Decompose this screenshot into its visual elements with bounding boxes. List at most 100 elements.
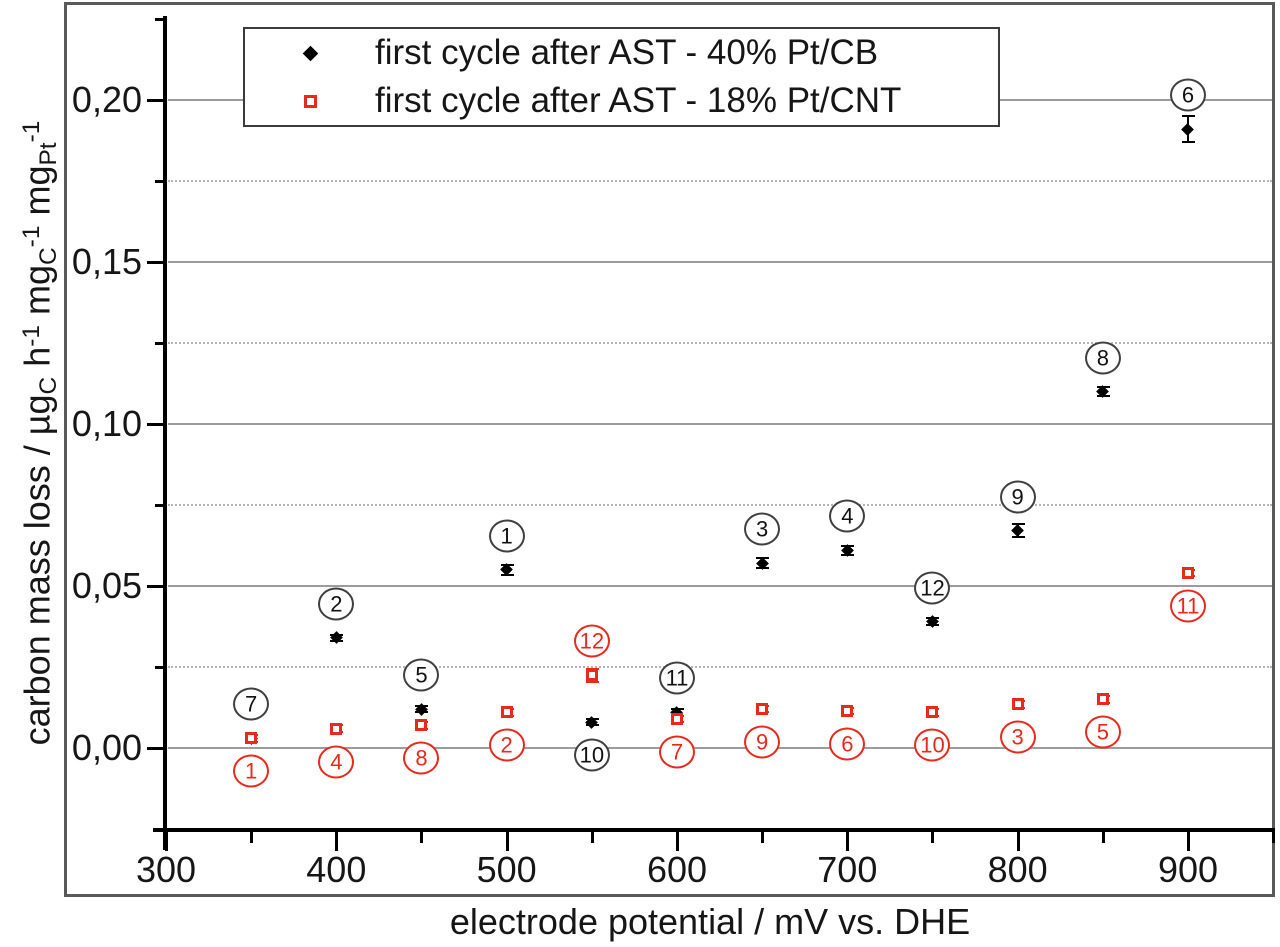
minor-gridline [168, 342, 1272, 344]
y-minor-tick [155, 18, 166, 21]
x-major-tick [1016, 831, 1020, 851]
data-point-square [670, 712, 683, 725]
x-minor-tick [420, 831, 424, 843]
data-point-square [926, 706, 939, 719]
point-number-annotation: 9 [999, 480, 1036, 514]
data-point-square [330, 722, 343, 735]
data-point-diamond [1181, 122, 1195, 136]
major-gridline [168, 585, 1272, 587]
x-axis-line [153, 828, 1275, 832]
x-tick-label: 300 [135, 849, 197, 890]
x-tick-label: 500 [476, 849, 537, 890]
x-tick-label: 800 [987, 849, 1048, 890]
x-tick-label: 400 [306, 849, 367, 890]
x-major-tick [675, 831, 679, 851]
error-bar-cap [585, 680, 599, 683]
y-major-tick [147, 747, 166, 750]
point-number-annotation: 2 [488, 728, 525, 762]
y-axis-line [163, 16, 167, 850]
legend-label-ptcb: first cycle after AST - 40% Pt/CB [375, 33, 879, 72]
point-number-annotation: 5 [1084, 715, 1121, 749]
open-square-glyph [303, 94, 317, 108]
point-number-annotation: 8 [403, 741, 440, 775]
point-number-annotation: 1 [233, 754, 270, 788]
point-number-annotation: 5 [403, 658, 440, 692]
x-axis-title: electrode potential / mV vs. DHE [449, 901, 971, 942]
point-number-annotation: 8 [1084, 341, 1121, 375]
point-number-annotation: 6 [829, 727, 866, 761]
y-axis-title-segment: C [35, 376, 63, 395]
x-tick-label: 600 [646, 849, 708, 890]
minor-gridline [168, 504, 1272, 506]
filled-diamond-glyph [302, 45, 318, 61]
point-number-annotation: 12 [573, 624, 610, 658]
error-bar-cap [1181, 141, 1195, 144]
point-number-annotation: 11 [658, 661, 695, 695]
x-minor-tick [590, 831, 594, 843]
major-gridline [168, 423, 1272, 425]
y-axis-title-segment: -1 [18, 325, 45, 347]
data-point-square [1096, 693, 1109, 706]
x-minor-tick [761, 831, 765, 843]
point-number-annotation: 11 [1169, 589, 1206, 623]
error-bar-cap [1011, 523, 1025, 526]
x-major-tick [165, 831, 168, 851]
y-tick-label: 0,10 [71, 403, 142, 444]
x-tick-label: 900 [1157, 849, 1219, 890]
point-number-annotation: 7 [658, 735, 695, 769]
x-minor-tick [250, 831, 254, 843]
open-square-icon [245, 94, 375, 108]
point-number-annotation: 1 [488, 519, 525, 553]
filled-diamond-icon [245, 45, 375, 61]
y-tick-label: 0,20 [71, 79, 142, 120]
minor-gridline [168, 666, 1272, 668]
x-major-tick [846, 831, 850, 851]
legend-entry-ptcb: first cycle after AST - 40% Pt/CB [245, 29, 998, 77]
y-minor-tick [155, 666, 166, 669]
x-tick-label: 700 [817, 849, 878, 890]
minor-gridline [168, 180, 1272, 182]
legend: first cycle after AST - 40% Pt/CB first … [243, 27, 1000, 127]
y-tick-label: 0,15 [71, 241, 142, 282]
y-major-tick [147, 261, 166, 264]
point-number-annotation: 3 [744, 512, 781, 546]
data-point-square [1181, 567, 1194, 580]
x-minor-tick [1101, 831, 1105, 843]
y-tick-label: 0,00 [71, 727, 142, 768]
x-minor-tick [931, 831, 935, 843]
legend-label-ptcnt: first cycle after AST - 18% Pt/CNT [375, 81, 902, 120]
x-major-tick [335, 831, 339, 851]
point-number-annotation: 4 [829, 499, 866, 533]
y-minor-tick [155, 342, 166, 345]
y-minor-tick [155, 180, 166, 183]
y-major-tick [147, 585, 166, 588]
y-tick-label: 0,05 [71, 565, 142, 606]
point-number-annotation: 12 [914, 571, 951, 605]
data-point-square [1011, 698, 1024, 711]
point-number-annotation: 10 [914, 728, 951, 762]
point-number-annotation: 7 [233, 687, 270, 721]
y-major-tick [147, 99, 166, 102]
y-axis-title-segment: h [16, 346, 58, 377]
x-major-tick [1186, 831, 1190, 851]
data-point-square [415, 719, 428, 732]
y-major-tick [147, 423, 166, 426]
y-axis-title-segment: -1 [18, 120, 45, 143]
y-axis-title-segment: C [35, 247, 63, 265]
x-major-tick [505, 831, 509, 851]
y-axis-title-segment: carbon mass loss / µg [16, 394, 58, 746]
data-point-square [756, 703, 769, 716]
error-bar-cap [1181, 115, 1195, 118]
data-point-square [500, 706, 513, 719]
error-bar-cap [585, 667, 599, 670]
data-point-square [585, 669, 598, 682]
data-point-square [841, 704, 854, 717]
point-number-annotation: 3 [999, 720, 1036, 754]
y-axis-title: carbon mass loss / µgC h-1 mgC-1 mgPt-1 [9, 51, 62, 815]
y-minor-tick [155, 504, 166, 507]
y-axis-title-segment: Pt [35, 142, 63, 166]
x-minor-tick [1272, 831, 1276, 843]
point-number-annotation: 9 [744, 725, 781, 759]
